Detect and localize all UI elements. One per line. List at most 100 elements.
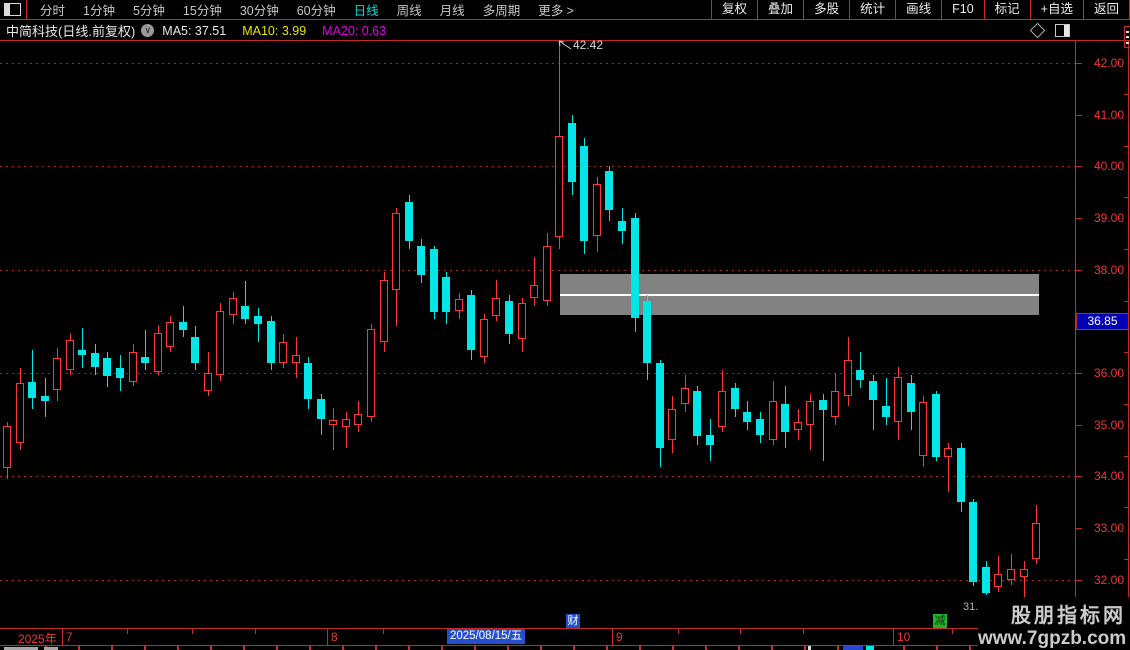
candle-body — [154, 333, 162, 372]
next-pane-fragment — [243, 646, 245, 650]
next-pane-fragment — [606, 646, 608, 650]
week-tick — [678, 629, 679, 634]
titlebar-icons — [1029, 22, 1070, 38]
candle-body — [957, 448, 965, 502]
menu-item-统计[interactable]: 统计 — [849, 0, 895, 19]
menu-item-月线[interactable]: 月线 — [439, 4, 465, 18]
price-axis-tick — [1075, 425, 1082, 426]
price-axis-minor-tick — [1124, 352, 1128, 353]
selected-date-label: 2025/08/15/五 — [447, 629, 526, 644]
event-marker-财[interactable]: 财 — [566, 614, 580, 628]
menu-item-画线[interactable]: 画线 — [895, 0, 941, 19]
menu-item-60分钟[interactable]: 60分钟 — [296, 4, 336, 18]
candle-body — [417, 246, 425, 275]
next-pane-fragment — [837, 646, 839, 650]
ma-value-label: MA5: 37.51 — [162, 23, 227, 38]
next-pane-fragment — [474, 646, 476, 650]
candle-body — [668, 409, 676, 440]
candle-body — [530, 285, 538, 298]
low-annotation: 31. — [963, 601, 979, 613]
candle-body — [907, 383, 915, 412]
menu-item-日线[interactable]: 日线 — [353, 4, 379, 18]
menu-item-叠加[interactable]: 叠加 — [757, 0, 803, 19]
next-pane-fragment — [573, 646, 575, 650]
candle-wick — [82, 328, 83, 368]
menu-item-标记[interactable]: 标记 — [983, 0, 1030, 19]
candle-body — [430, 249, 438, 312]
month-boundary-line — [612, 629, 613, 645]
price-gridline — [0, 166, 1075, 167]
candle-body — [129, 352, 137, 382]
menu-item-F10[interactable]: F10 — [941, 0, 984, 19]
chart-titlebar: 中简科技(日线.前复权) ∨ MA5: 37.51 MA10: 3.99 MA20:… — [0, 20, 1130, 40]
next-pane-fragment — [936, 646, 938, 650]
menu-item-5分钟[interactable]: 5分钟 — [132, 4, 165, 18]
event-marker-减[interactable]: 减 — [933, 614, 947, 628]
candle-wick — [32, 350, 33, 409]
next-pane-fragment — [309, 646, 311, 650]
next-pane-fragment — [507, 646, 509, 650]
next-pane-fragment — [375, 646, 377, 650]
top-menubar: 分时 1分钟 5分钟 15分钟 30分钟 60分钟 日线 周线 月线 多周期 更多 > 复权 叠加 多股… — [0, 0, 1130, 20]
window-layout-icon[interactable] — [4, 3, 21, 16]
candle-body — [819, 400, 827, 410]
candle-wick — [333, 408, 334, 450]
candle-wick — [534, 257, 535, 306]
price-axis-minor-tick — [1124, 94, 1128, 95]
band-midline — [560, 294, 1039, 296]
price-axis-minor-tick — [1124, 301, 1128, 302]
candle-body — [317, 399, 325, 419]
month-boundary-line — [62, 629, 63, 645]
price-gridline — [0, 373, 1075, 374]
candle-body — [254, 316, 262, 324]
next-pane-fragment — [808, 646, 811, 650]
price-axis-tick — [1075, 270, 1082, 271]
candle-wick — [245, 281, 246, 324]
menu-item-复权[interactable]: 复权 — [711, 0, 757, 19]
menu-item-周线[interactable]: 周线 — [396, 4, 422, 18]
candle-body — [932, 394, 940, 457]
next-pane-text-fragment — [44, 647, 58, 650]
watermark-site-url: www.7gpzb.com — [978, 628, 1127, 649]
month-label: 9 — [616, 630, 623, 644]
candle-body — [505, 301, 513, 334]
scrollbar-grip[interactable] — [1124, 26, 1130, 48]
candle-body — [693, 391, 701, 436]
price-gridline — [0, 580, 1075, 581]
panel-toggle-icon[interactable] — [1055, 23, 1070, 37]
candle-body — [844, 360, 852, 396]
menu-separator — [26, 0, 27, 19]
menu-item-1分钟[interactable]: 1分钟 — [83, 4, 115, 18]
menu-item-更多 >[interactable]: 更多 > — [538, 4, 574, 18]
candle-body — [216, 311, 224, 375]
candle-wick — [1024, 561, 1025, 598]
menu-item-15分钟[interactable]: 15分钟 — [182, 4, 222, 18]
price-axis-label: 34.00 — [1093, 469, 1124, 483]
candle-body — [656, 363, 664, 448]
candle-body — [329, 420, 337, 425]
candle-body — [279, 342, 287, 363]
high-annotation-arrow-icon — [558, 40, 572, 50]
diamond-icon[interactable] — [1029, 22, 1046, 38]
menu-item-+自选[interactable]: +自选 — [1029, 0, 1083, 19]
menu-item-分时[interactable]: 分时 — [40, 4, 66, 18]
next-pane-fragment — [144, 646, 146, 650]
chevron-down-icon[interactable]: ∨ — [141, 23, 155, 37]
candle-body — [894, 377, 902, 422]
menu-item-返回[interactable]: 返回 — [1082, 0, 1130, 19]
ma-value-label: MA20: 0.63 — [322, 23, 387, 38]
price-axis-minor-tick — [1124, 507, 1128, 508]
candle-body — [555, 136, 563, 237]
candle-body — [342, 419, 350, 427]
month-label: 7 — [66, 630, 73, 644]
candle-body — [706, 435, 714, 445]
candle-body — [781, 404, 789, 432]
menu-item-多股[interactable]: 多股 — [803, 0, 849, 19]
candle-body — [743, 412, 751, 422]
menu-item-30分钟[interactable]: 30分钟 — [239, 4, 279, 18]
year-label: 2025年 — [18, 632, 57, 646]
candle-body — [593, 184, 601, 236]
menu-item-多周期[interactable]: 多周期 — [482, 4, 521, 18]
next-pane-text-fragment — [4, 647, 38, 650]
